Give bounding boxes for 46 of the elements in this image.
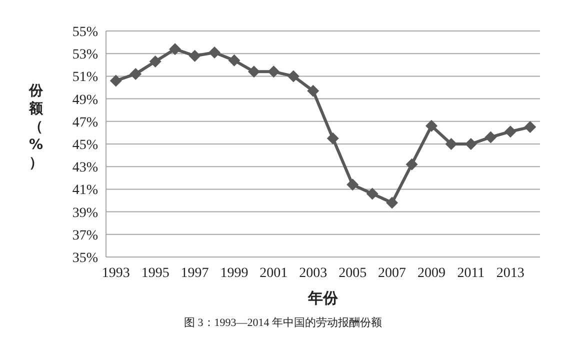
point bbox=[504, 126, 516, 138]
y-tick-label: 51% bbox=[72, 70, 98, 86]
y-tick-label: 39% bbox=[72, 206, 98, 221]
point bbox=[188, 50, 201, 62]
point bbox=[268, 66, 280, 78]
x-tick-label: 2007 bbox=[378, 266, 406, 281]
point bbox=[208, 46, 220, 58]
y-tick-label: 55% bbox=[72, 25, 98, 40]
y-tick-label: 49% bbox=[72, 92, 98, 108]
x-tick-label: 2001 bbox=[260, 266, 288, 281]
y-tick-label: 37% bbox=[72, 228, 98, 244]
x-tick-label: 2009 bbox=[418, 266, 446, 281]
y-axis-title: 份额（%） bbox=[28, 83, 44, 171]
point bbox=[228, 54, 240, 66]
y-tick-label: 53% bbox=[72, 48, 98, 63]
point bbox=[445, 138, 458, 150]
x-axis-title: 年份 bbox=[307, 289, 339, 307]
x-tick-label: 2011 bbox=[457, 266, 485, 281]
point bbox=[169, 43, 182, 56]
x-tick-label: 1993 bbox=[102, 266, 130, 281]
point bbox=[149, 56, 162, 68]
point bbox=[110, 74, 122, 87]
y-tick-label: 43% bbox=[72, 160, 98, 176]
x-tick-label: 2003 bbox=[299, 266, 328, 281]
point bbox=[366, 188, 378, 200]
x-tick-label: 2013 bbox=[496, 266, 524, 281]
y-tick-label: 41% bbox=[72, 183, 98, 198]
point bbox=[248, 66, 260, 78]
x-tick-label: 2005 bbox=[338, 266, 367, 281]
point bbox=[130, 68, 142, 80]
point bbox=[307, 84, 320, 97]
x-tick-label: 1997 bbox=[180, 266, 209, 281]
y-tick-label: 35% bbox=[72, 251, 98, 266]
point bbox=[426, 120, 438, 132]
point bbox=[406, 158, 418, 170]
point bbox=[524, 121, 536, 134]
x-tick-label: 1999 bbox=[220, 266, 248, 281]
point bbox=[287, 70, 300, 82]
point bbox=[326, 132, 339, 144]
caption: 图 3：1993—2014 年中国的劳动报酬份额 bbox=[184, 316, 382, 329]
y-tick-label: 47% bbox=[72, 115, 98, 130]
y-tick-label: 45% bbox=[72, 138, 98, 153]
point bbox=[484, 131, 497, 144]
point bbox=[386, 196, 398, 209]
x-tick-label: 1995 bbox=[141, 266, 170, 281]
point bbox=[346, 178, 359, 191]
